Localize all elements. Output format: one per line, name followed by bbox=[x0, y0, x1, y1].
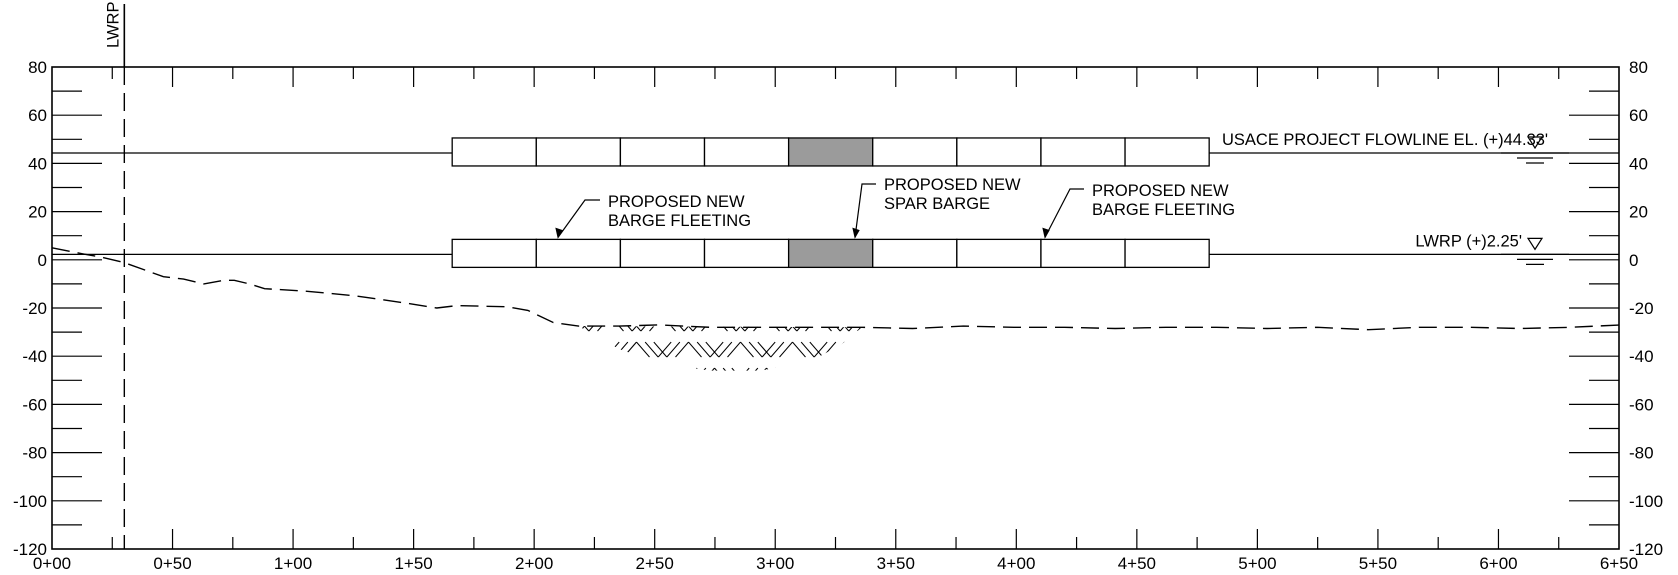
y-axis-labels-right: 80 60 40 20 0 -20 -40 -60 -80 -100 -120 bbox=[1629, 58, 1663, 559]
barge-cell bbox=[535, 137, 622, 167]
callout-leader bbox=[557, 199, 600, 238]
callout-line1: PROPOSED NEW bbox=[1092, 182, 1229, 200]
callout-line1: PROPOSED NEW bbox=[608, 193, 745, 211]
x-tick-label: 5+50 bbox=[1359, 554, 1397, 573]
y-tick-label-right: -20 bbox=[1629, 299, 1654, 318]
y-tick-label-right: -60 bbox=[1629, 395, 1654, 414]
barge-cell bbox=[956, 238, 1042, 269]
x-axis-labels: 0+00 0+50 1+00 1+50 2+00 2+50 3+00 3+50 4+00 4+50… bbox=[33, 554, 1638, 573]
barge-cell bbox=[872, 238, 958, 269]
lwrp-reference-line: LWRP bbox=[104, 2, 126, 549]
barge-cell bbox=[703, 137, 790, 167]
callout-line1: PROPOSED NEW bbox=[884, 176, 1021, 194]
y-tick-label-right: 20 bbox=[1629, 203, 1648, 222]
x-tick-label: 0+00 bbox=[33, 554, 71, 573]
barge-cell bbox=[451, 137, 537, 167]
x-tick-label: 5+00 bbox=[1238, 554, 1276, 573]
callout-leader bbox=[1044, 188, 1084, 238]
barge-cell bbox=[1040, 238, 1126, 269]
barge-cell bbox=[451, 238, 537, 269]
y-tick-label-right: -100 bbox=[1629, 492, 1663, 511]
x-tick-label: 2+00 bbox=[515, 554, 553, 573]
y-axis-labels-left: 80 60 40 20 0 -20 -40 -60 -80 -100 -120 bbox=[13, 58, 47, 559]
spar-barge-cell bbox=[787, 137, 874, 167]
barge-rows bbox=[451, 137, 1210, 269]
barge-cell bbox=[872, 137, 958, 167]
y-tick-label-left: 0 bbox=[38, 251, 47, 270]
y-tick-label-left: 80 bbox=[28, 58, 47, 77]
existing-ground-line bbox=[51, 247, 1622, 331]
y-tick-label-left: -40 bbox=[22, 347, 47, 366]
callout-leader bbox=[854, 183, 876, 238]
barge-cell bbox=[619, 137, 706, 167]
y-tick-label-right: 80 bbox=[1629, 58, 1648, 77]
y-tick-label-left: 40 bbox=[28, 154, 47, 173]
spar-barge-cell bbox=[787, 238, 874, 269]
y-tick-label-right: 0 bbox=[1629, 251, 1638, 270]
y-tick-label-right: -40 bbox=[1629, 347, 1654, 366]
axis-ticks bbox=[52, 67, 1619, 549]
water-level-triangle-icon bbox=[1526, 237, 1544, 251]
x-tick-label: 0+50 bbox=[153, 554, 191, 573]
barge-cell bbox=[535, 238, 622, 269]
dredge-area-hatch bbox=[578, 326, 862, 371]
barge-cell bbox=[703, 238, 790, 269]
water-level-label: USACE PROJECT FLOWLINE EL. (+)44.33' bbox=[1222, 131, 1548, 149]
callout-arrowhead-icon bbox=[852, 227, 860, 239]
x-tick-label: 4+50 bbox=[1118, 554, 1156, 573]
ground-profile bbox=[51, 247, 1622, 331]
x-tick-label: 2+50 bbox=[636, 554, 674, 573]
barge-cell bbox=[1124, 137, 1210, 167]
x-tick-label: 3+50 bbox=[877, 554, 915, 573]
x-tick-label: 1+50 bbox=[394, 554, 432, 573]
y-tick-label-right: -120 bbox=[1629, 540, 1663, 559]
water-level-lines: USACE PROJECT FLOWLINE EL. (+)44.33' LWRP… bbox=[52, 131, 1619, 265]
x-tick-label: 6+00 bbox=[1479, 554, 1517, 573]
x-tick-label: 3+00 bbox=[756, 554, 794, 573]
y-tick-label-left: -120 bbox=[13, 540, 47, 559]
barge-cell bbox=[1040, 137, 1126, 167]
barge-cell bbox=[956, 137, 1042, 167]
callout-arrowhead-icon bbox=[555, 227, 563, 239]
x-tick-label: 1+00 bbox=[274, 554, 312, 573]
barge-cell bbox=[619, 238, 706, 269]
callout-line2: BARGE FLEETING bbox=[1092, 201, 1235, 219]
water-level-label: LWRP (+)2.25' bbox=[1415, 232, 1522, 250]
y-tick-label-left: -60 bbox=[22, 395, 47, 414]
y-tick-label-left: 20 bbox=[28, 203, 47, 222]
y-tick-label-left: 60 bbox=[28, 106, 47, 125]
barge-cell bbox=[1124, 238, 1210, 269]
y-tick-label-right: -80 bbox=[1629, 444, 1654, 463]
x-tick-label: 6+50 bbox=[1600, 554, 1638, 573]
callout-line2: BARGE FLEETING bbox=[608, 212, 751, 230]
callout-line2: SPAR BARGE bbox=[884, 195, 990, 213]
reference-line-label: LWRP bbox=[104, 2, 122, 48]
y-tick-label-left: -80 bbox=[22, 444, 47, 463]
y-tick-label-left: -100 bbox=[13, 492, 47, 511]
callout-arrowhead-icon bbox=[1042, 227, 1050, 239]
y-tick-label-left: -20 bbox=[22, 299, 47, 318]
y-tick-label-right: 60 bbox=[1629, 106, 1648, 125]
x-tick-label: 4+00 bbox=[997, 554, 1035, 573]
dredge-hatch-pattern bbox=[578, 326, 862, 371]
water-level-triangle-icon bbox=[1526, 136, 1544, 150]
y-tick-label-right: 40 bbox=[1629, 154, 1648, 173]
